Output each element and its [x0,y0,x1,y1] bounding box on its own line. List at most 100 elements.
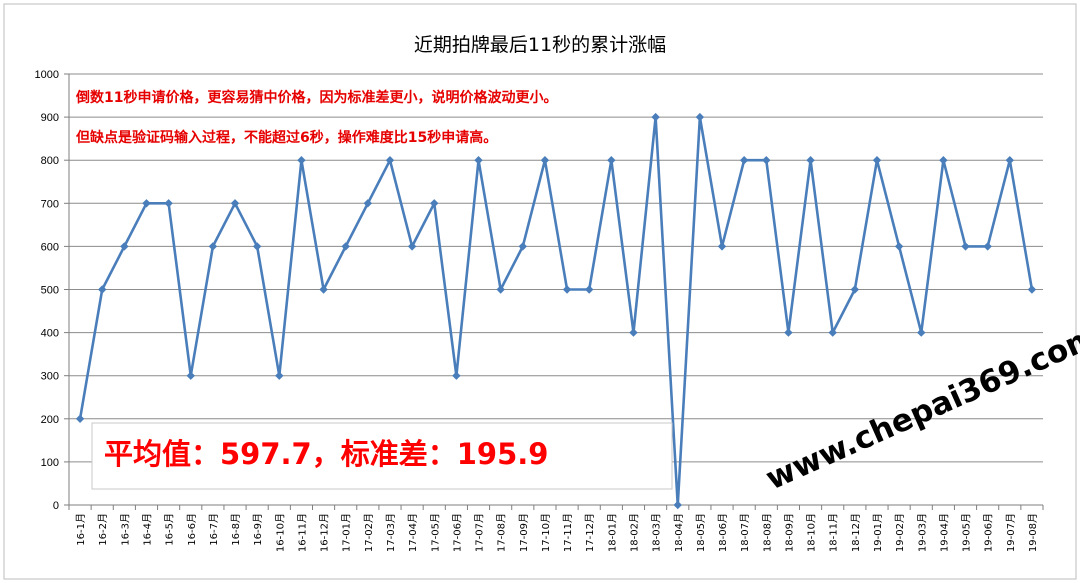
data-point-marker [518,242,527,251]
x-tick-label: 18-10月 [806,513,818,552]
data-point-marker [319,285,328,294]
x-tick-label: 18-01月 [606,513,618,552]
y-tick-label: 500 [41,285,59,297]
data-point-marker [297,156,306,165]
data-point-marker [872,156,882,165]
y-axis-ticks: 0 100 200 300 400 500 600 700 800 900 1000 [35,69,69,512]
series-line-layer [75,112,1037,510]
data-point-marker [363,199,373,208]
x-tick-label: 18-02月 [628,513,640,552]
x-tick-label: 17-11月 [562,513,574,552]
x-tick-label: 17-04月 [407,513,419,552]
x-tick-label: 16-8月 [230,513,242,546]
y-tick-label: 800 [41,155,59,167]
data-point-marker [629,328,638,337]
data-point-marker [98,285,107,294]
x-tick-label: 19-07月 [1005,513,1017,552]
data-point-marker [894,242,904,251]
x-tick-label: 17-05月 [429,513,441,552]
data-point-marker [75,414,85,423]
x-tick-label: 17-02月 [363,513,375,552]
data-point-marker [164,199,173,208]
x-tick-label: 18-11月 [828,513,840,552]
data-point-marker [142,199,151,208]
x-tick-label: 17-01月 [341,513,353,552]
annotation-line-2: 但缺点是验证码输入过程，不能超过6秒，操作难度比15秒申请高。 [75,129,497,146]
x-tick-label: 16-4月 [141,513,153,546]
data-point-marker [806,156,815,165]
x-tick-label: 17-07月 [474,513,486,552]
x-tick-label: 19-05月 [961,513,973,552]
data-point-marker [651,112,660,122]
data-point-marker [186,371,195,380]
data-point-marker [341,242,350,251]
x-tick-label: 18-08月 [761,513,773,552]
x-tick-label: 16-1月 [75,513,87,546]
data-point-marker [496,285,505,294]
x-tick-label: 17-12月 [584,513,596,552]
x-tick-label: 18-03月 [651,513,663,552]
y-tick-label: 600 [41,241,59,253]
x-tick-label: 17-08月 [496,513,508,552]
x-tick-label: 16-2月 [97,513,109,546]
x-tick-label: 18-06月 [717,513,729,552]
x-axis-ticks: 16-1月 16-2月 16-3月 16-4月 16-5月 16-6月 16-7月 16-8月… [68,505,1044,552]
x-tick-label: 19-08月 [1027,513,1039,552]
data-point-marker [739,156,749,165]
data-point-marker [585,285,594,294]
x-tick-label: 17-10月 [540,513,552,552]
data-point-marker [208,242,218,251]
data-point-marker [695,112,705,122]
data-point-marker [452,371,461,380]
data-point-marker [252,242,262,251]
x-tick-label: 19-06月 [983,513,995,552]
x-tick-label: 19-02月 [894,513,906,552]
data-point-marker [120,242,129,251]
stats-text: 平均值：597.7，标准差：195.9 [104,437,548,471]
y-tick-label: 900 [41,112,59,124]
x-tick-label: 19-01月 [872,513,884,552]
x-tick-label: 18-09月 [783,513,795,552]
y-tick-label: 300 [41,371,59,383]
data-point-marker [983,242,992,251]
data-point-marker [828,328,837,337]
y-tick-label: 1000 [35,69,59,81]
y-tick-label: 200 [41,414,59,426]
x-tick-label: 16-6月 [186,513,198,546]
x-tick-label: 18-05月 [695,513,707,552]
x-tick-label: 17-09月 [518,513,530,552]
data-point-marker [430,199,439,208]
x-tick-label: 16-7月 [208,513,220,546]
data-point-marker [230,199,240,208]
data-point-marker [607,156,616,165]
stats-box [91,422,673,490]
data-point-marker [939,156,948,165]
data-point-marker [850,285,860,294]
x-tick-label: 16-10月 [274,513,286,552]
data-point-marker [1005,156,1014,165]
x-tick-label: 16-9月 [252,513,264,546]
x-tick-label: 16-11月 [296,513,308,552]
data-point-marker [562,285,572,294]
y-tick-label: 100 [41,457,59,469]
y-tick-label: 700 [41,198,59,210]
x-tick-label: 18-04月 [673,513,685,552]
data-point-marker [407,242,417,251]
data-point-marker [961,242,970,251]
x-tick-label: 17-06月 [451,513,463,552]
data-point-marker [717,242,727,251]
x-tick-label: 17-03月 [385,513,397,552]
series-line [78,115,1034,507]
x-tick-label: 16-5月 [164,513,176,546]
data-point-marker [784,328,793,337]
chart-title: 近期拍牌最后11秒的累计涨幅 [414,34,666,56]
data-point-marker [540,156,550,165]
data-point-marker [917,328,926,337]
y-tick-label: 400 [41,328,59,340]
data-point-marker [762,156,771,165]
data-point-marker [275,371,284,380]
data-point-marker [673,500,682,510]
data-point-marker [474,156,483,165]
data-point-marker [385,156,395,165]
